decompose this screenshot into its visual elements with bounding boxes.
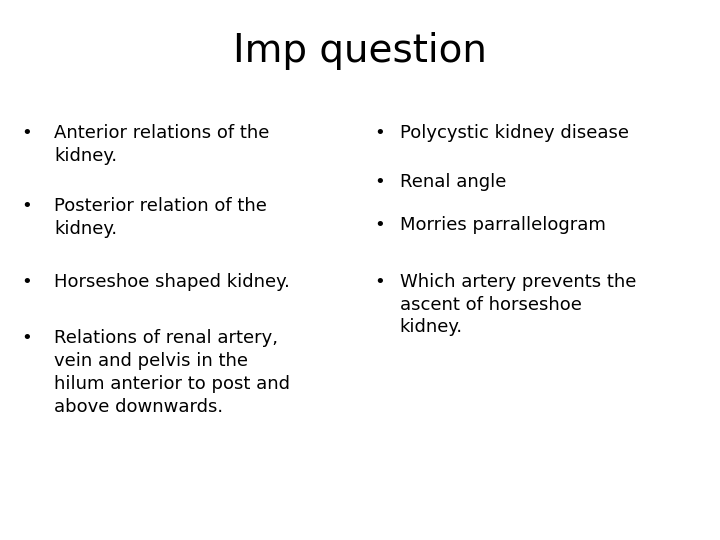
Text: Morries parrallelogram: Morries parrallelogram <box>400 216 606 234</box>
Text: •: • <box>22 329 32 347</box>
Text: •: • <box>22 197 32 215</box>
Text: •: • <box>374 216 385 234</box>
Text: Imp question: Imp question <box>233 32 487 70</box>
Text: Renal angle: Renal angle <box>400 173 506 191</box>
Text: •: • <box>374 173 385 191</box>
Text: Relations of renal artery,
vein and pelvis in the
hilum anterior to post and
abo: Relations of renal artery, vein and pelv… <box>54 329 290 416</box>
Text: •: • <box>374 124 385 142</box>
Text: Anterior relations of the
kidney.: Anterior relations of the kidney. <box>54 124 269 165</box>
Text: Horseshoe shaped kidney.: Horseshoe shaped kidney. <box>54 273 290 291</box>
Text: Polycystic kidney disease: Polycystic kidney disease <box>400 124 629 142</box>
Text: •: • <box>374 273 385 291</box>
Text: Which artery prevents the
ascent of horseshoe
kidney.: Which artery prevents the ascent of hors… <box>400 273 636 336</box>
Text: •: • <box>22 273 32 291</box>
Text: •: • <box>22 124 32 142</box>
Text: Posterior relation of the
kidney.: Posterior relation of the kidney. <box>54 197 267 238</box>
